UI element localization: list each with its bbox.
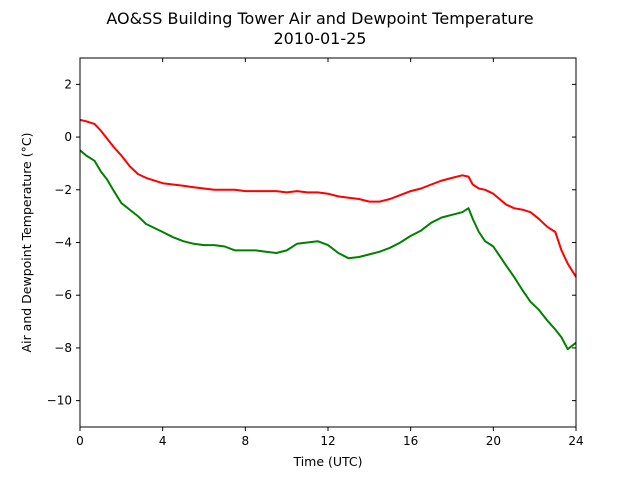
x-tick-label: 16 — [403, 434, 418, 448]
ticks-layer: 0 4 8 12 16 20 24 −10 −8 −6 −4 −2 0 2 — [47, 58, 584, 448]
y-tick-label: 2 — [64, 77, 72, 91]
y-tick-label: −10 — [47, 394, 72, 408]
x-tick-label: 20 — [486, 434, 501, 448]
x-tick-label: 12 — [320, 434, 335, 448]
x-tick-label: 0 — [76, 434, 84, 448]
x-tick-label: 8 — [242, 434, 250, 448]
y-tick-label: −8 — [54, 341, 72, 355]
y-axis-label: Air and Dewpoint Temperature (°C) — [19, 133, 34, 353]
y-tick-label: −2 — [54, 183, 72, 197]
x-tick-label: 24 — [568, 434, 583, 448]
y-tick-label: 0 — [64, 130, 72, 144]
chart-subtitle: 2010-01-25 — [274, 29, 367, 48]
x-tick-label: 4 — [159, 434, 167, 448]
y-tick-label: −6 — [54, 288, 72, 302]
plot-frame — [80, 58, 576, 427]
x-axis-label: Time (UTC) — [292, 454, 362, 469]
series-line-1 — [80, 120, 576, 277]
chart-title: AO&SS Building Tower Air and Dewpoint Te… — [106, 9, 533, 28]
series-layer — [80, 120, 576, 349]
y-tick-label: −4 — [54, 236, 72, 250]
